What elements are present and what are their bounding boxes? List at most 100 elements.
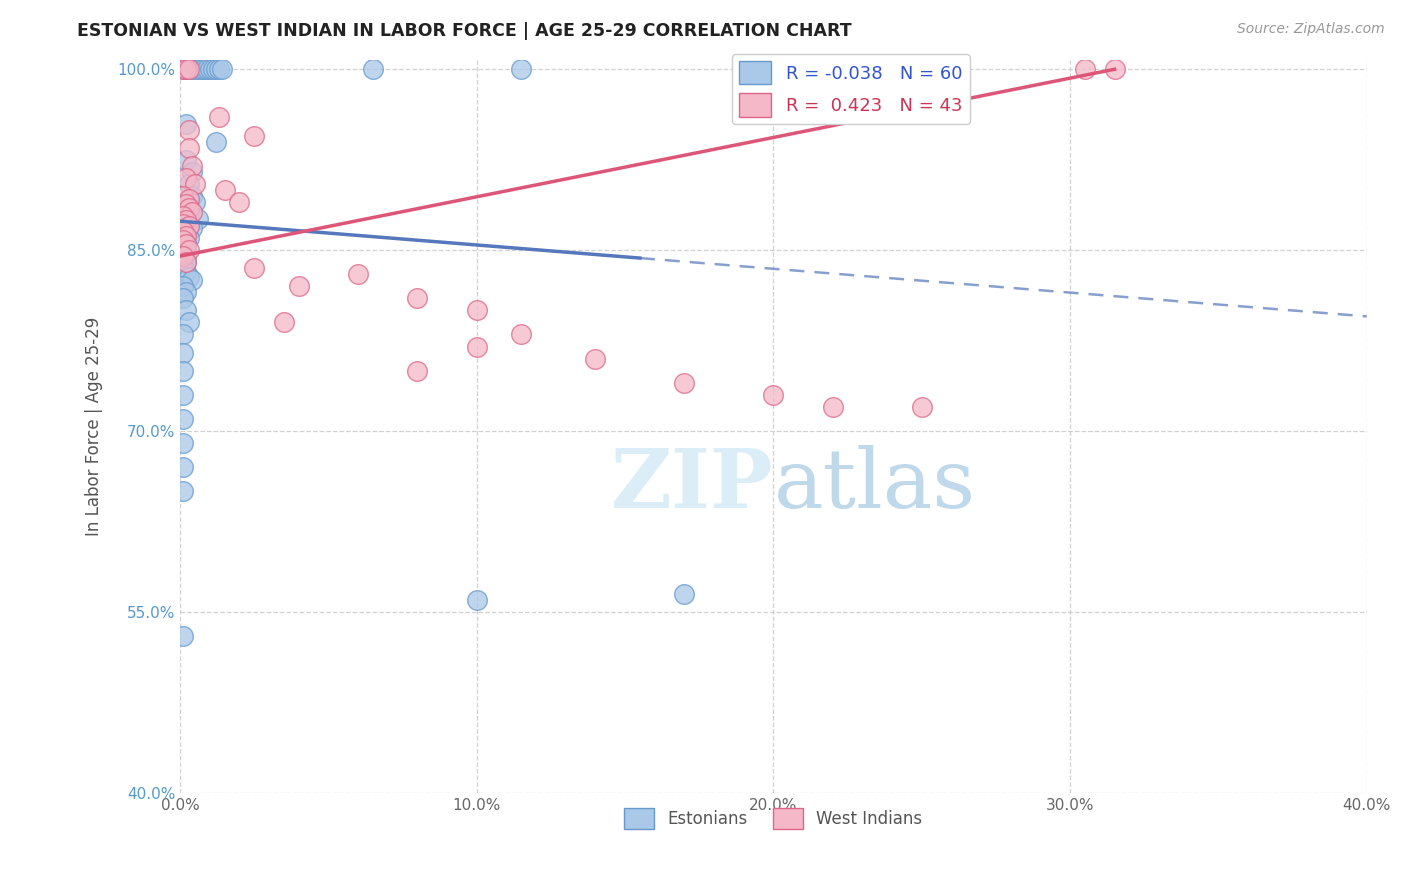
- Point: [180, 159, 202, 173]
- Point: [174, 116, 197, 130]
- Point: [201, 62, 224, 77]
- Point: [177, 243, 200, 257]
- Point: [172, 249, 194, 263]
- Text: ZIP: ZIP: [610, 445, 773, 524]
- Point: [174, 170, 197, 185]
- Point: [172, 484, 194, 499]
- Point: [174, 255, 197, 269]
- Point: [172, 252, 194, 267]
- Point: [204, 135, 226, 149]
- Point: [465, 592, 488, 607]
- Point: [673, 587, 696, 601]
- Point: [174, 265, 197, 279]
- Point: [177, 140, 200, 154]
- Point: [174, 217, 197, 231]
- Point: [406, 364, 429, 378]
- Point: [172, 279, 194, 293]
- Point: [211, 62, 233, 77]
- Point: [347, 267, 370, 281]
- Point: [174, 255, 197, 269]
- Point: [172, 241, 194, 255]
- Point: [1074, 62, 1097, 77]
- Point: [174, 228, 197, 243]
- Point: [172, 189, 194, 203]
- Point: [177, 231, 200, 245]
- Point: [184, 62, 207, 77]
- Point: [180, 165, 202, 179]
- Point: [180, 221, 202, 235]
- Point: [172, 235, 194, 249]
- Point: [177, 62, 200, 77]
- Point: [465, 303, 488, 318]
- Point: [172, 217, 194, 231]
- Point: [174, 62, 197, 77]
- Point: [214, 183, 236, 197]
- Point: [911, 400, 934, 414]
- Point: [673, 376, 696, 390]
- Point: [174, 207, 197, 221]
- Point: [243, 261, 266, 276]
- Point: [583, 351, 606, 366]
- Point: [174, 285, 197, 300]
- Point: [177, 219, 200, 233]
- Point: [174, 153, 197, 167]
- Point: [762, 388, 785, 402]
- Point: [180, 204, 202, 219]
- Point: [172, 388, 194, 402]
- Point: [207, 111, 229, 125]
- Point: [510, 62, 533, 77]
- Point: [174, 303, 197, 318]
- Point: [172, 224, 194, 238]
- Text: Source: ZipAtlas.com: Source: ZipAtlas.com: [1237, 22, 1385, 37]
- Point: [172, 345, 194, 359]
- Point: [195, 62, 218, 77]
- Point: [177, 219, 200, 233]
- Point: [172, 436, 194, 450]
- Legend: Estonians, West Indians: Estonians, West Indians: [617, 801, 929, 836]
- Point: [177, 122, 200, 136]
- Point: [207, 62, 229, 77]
- Point: [180, 62, 202, 77]
- Text: atlas: atlas: [773, 445, 976, 524]
- Point: [821, 400, 844, 414]
- Point: [172, 260, 194, 274]
- Point: [287, 279, 309, 293]
- Point: [465, 340, 488, 354]
- Point: [184, 194, 207, 209]
- Point: [174, 213, 197, 227]
- Point: [172, 210, 194, 224]
- Point: [172, 225, 194, 239]
- Text: ESTONIAN VS WEST INDIAN IN LABOR FORCE | AGE 25-29 CORRELATION CHART: ESTONIAN VS WEST INDIAN IN LABOR FORCE |…: [77, 22, 852, 40]
- Point: [177, 177, 200, 191]
- Point: [177, 315, 200, 329]
- Point: [172, 629, 194, 643]
- Point: [174, 237, 197, 252]
- Point: [180, 273, 202, 287]
- Point: [172, 412, 194, 426]
- Point: [172, 364, 194, 378]
- Point: [187, 62, 209, 77]
- Point: [172, 62, 194, 77]
- Point: [177, 269, 200, 284]
- Point: [177, 201, 200, 215]
- Point: [190, 62, 212, 77]
- Point: [172, 62, 194, 77]
- Point: [174, 243, 197, 257]
- Point: [172, 246, 194, 260]
- Point: [204, 62, 226, 77]
- Point: [361, 62, 384, 77]
- Point: [172, 291, 194, 305]
- Point: [180, 189, 202, 203]
- Point: [174, 228, 197, 243]
- Point: [172, 213, 194, 227]
- Point: [174, 249, 197, 263]
- Point: [510, 327, 533, 342]
- Point: [172, 327, 194, 342]
- Point: [174, 62, 197, 77]
- Point: [172, 460, 194, 475]
- Point: [198, 62, 221, 77]
- Point: [187, 211, 209, 226]
- Point: [172, 234, 194, 248]
- Y-axis label: In Labor Force | Age 25-29: In Labor Force | Age 25-29: [86, 317, 103, 536]
- Point: [228, 194, 250, 209]
